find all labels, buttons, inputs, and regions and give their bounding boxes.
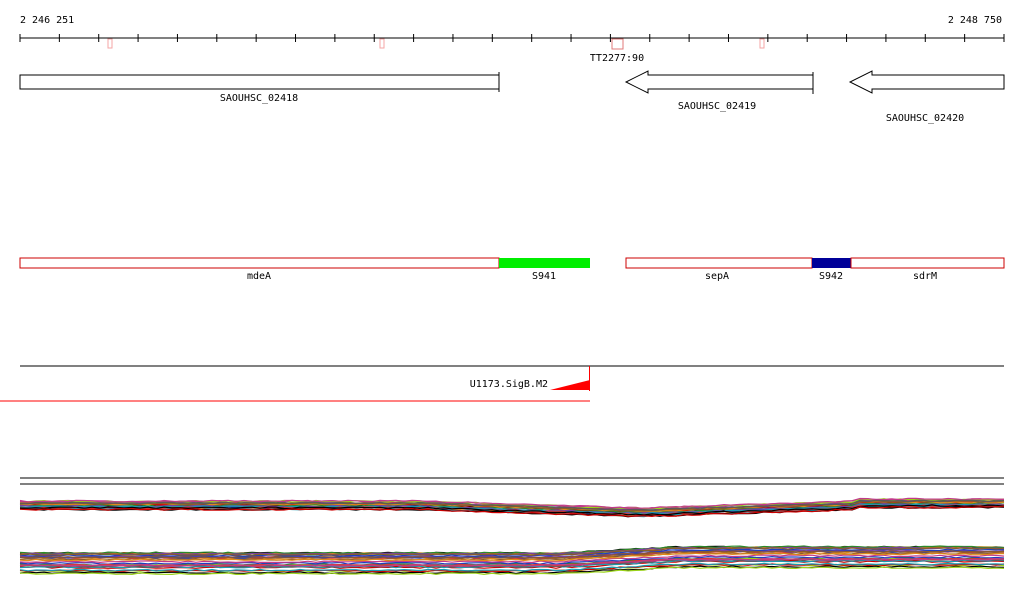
gene-label: SAOUHSC_02418 — [220, 93, 298, 104]
segment-label: S941 — [532, 271, 556, 282]
expression-track — [19, 477, 1005, 576]
expression-profile-line — [19, 566, 1005, 576]
segment-box — [625, 257, 813, 269]
segment-label: mdeA — [247, 271, 271, 282]
segment-s941[interactable]: S941 — [499, 258, 590, 282]
gene-arrow — [19, 74, 500, 90]
expression-profile-line — [19, 550, 1005, 559]
ruler-mark — [759, 38, 765, 49]
expression-profile-line — [19, 559, 1005, 569]
position-ruler: 2 246 251 2 248 750 — [19, 15, 1005, 42]
expression-profile-line — [20, 499, 1005, 511]
expression-profile-line — [19, 547, 1005, 556]
gene-label: SAOUHSC_02420 — [886, 113, 964, 124]
expression-profile-line — [19, 558, 1005, 567]
promoter-u1173-sigb-m2[interactable]: U1173.SigB.M2 — [0, 366, 590, 402]
expression-profile-group-upper — [19, 497, 1005, 518]
ruler-start-label: 2 246 251 — [20, 15, 74, 26]
segment-box — [812, 258, 851, 268]
expression-profile-line — [19, 506, 1004, 518]
expression-profile-group-lower — [19, 545, 1005, 576]
expression-profile-line — [19, 565, 1005, 575]
promoter-triangle — [550, 380, 590, 390]
expression-profile-line — [19, 552, 1005, 562]
gene-track: SAOUHSC_02418 SAOUHSC_02419 SAOUHSC_0242… — [19, 70, 1005, 124]
segment-sepa[interactable]: sepA — [625, 257, 813, 282]
expression-profile-line — [19, 497, 1005, 510]
expression-profile-line — [19, 545, 1005, 555]
gene-saouhsc-02419[interactable]: SAOUHSC_02419 — [624, 70, 814, 112]
promoter-label: U1173.SigB.M2 — [470, 379, 548, 390]
expression-profile-line — [19, 555, 1005, 565]
gene-arrow — [848, 70, 1005, 94]
ruler-mark — [379, 38, 385, 49]
segment-box — [850, 257, 1005, 269]
expression-profile-line — [19, 554, 1005, 564]
segment-box — [499, 258, 590, 268]
segment-box — [19, 257, 500, 269]
gene-arrow — [624, 70, 814, 94]
segment-sdrm[interactable]: sdrM — [850, 257, 1005, 282]
gene-saouhsc-02420[interactable]: SAOUHSC_02420 — [848, 70, 1005, 124]
segment-track: mdeA S941 sepA S942 sdrM — [19, 257, 1005, 282]
expression-profile-line — [19, 504, 1005, 516]
terminator[interactable]: TT2277:90 — [590, 38, 644, 64]
terminator-label: TT2277:90 — [590, 53, 644, 64]
ruler-ticks — [19, 34, 1005, 42]
ruler-end-label: 2 248 750 — [948, 15, 1002, 26]
ruler-mark — [107, 38, 113, 49]
promoter-track: U1173.SigB.M2 — [0, 365, 1004, 402]
segment-s942[interactable]: S942 — [812, 258, 851, 282]
segment-label: sdrM — [913, 271, 937, 282]
segment-mdea[interactable]: mdeA — [19, 257, 500, 282]
expression-profile-line — [19, 562, 1005, 572]
terminator-mark — [611, 38, 624, 50]
gene-label: SAOUHSC_02419 — [678, 101, 756, 112]
gene-saouhsc-02418[interactable]: SAOUHSC_02418 — [19, 72, 500, 104]
ruler-marks — [107, 38, 765, 49]
segment-label: sepA — [705, 271, 729, 282]
segment-label: S942 — [819, 271, 843, 282]
